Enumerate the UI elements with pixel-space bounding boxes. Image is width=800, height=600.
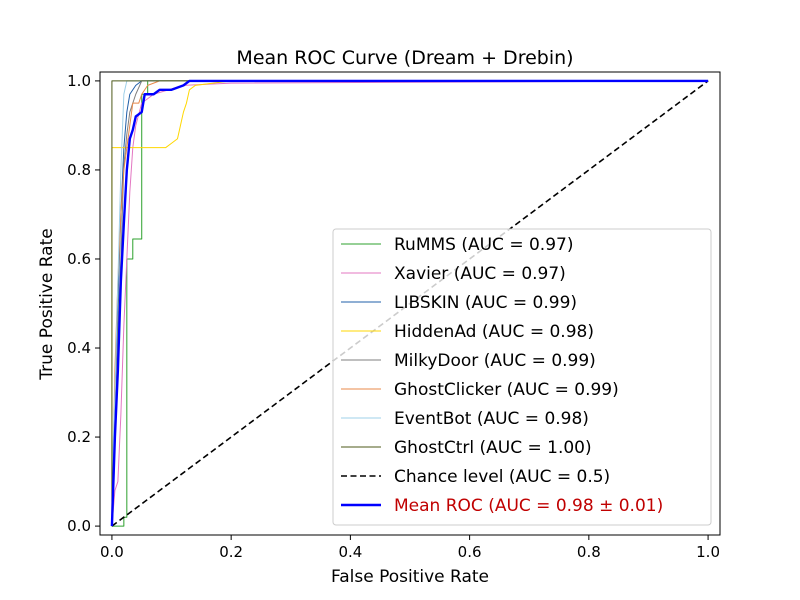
x-tick-label: 0.6 <box>458 543 482 561</box>
y-tick-label: 0.4 <box>67 339 91 357</box>
legend-entry-xavier: Xavier (AUC = 0.97) <box>394 264 566 284</box>
x-tick-label: 0.2 <box>219 543 243 561</box>
y-tick-label: 0.8 <box>67 161 91 179</box>
y-axis-ticks: 0.0 0.2 0.4 0.6 0.8 1.0 <box>67 72 100 535</box>
x-tick-label: 0.0 <box>100 543 124 561</box>
chart-title: Mean ROC Curve (Dream + Drebin) <box>236 47 573 69</box>
legend-entry-milkydoor: MilkyDoor (AUC = 0.99) <box>394 351 596 371</box>
legend: RuMMS (AUC = 0.97) Xavier (AUC = 0.97) LIB… <box>332 228 712 526</box>
legend-entry-libskin: LIBSKIN (AUC = 0.99) <box>394 293 577 313</box>
y-tick-label: 0.2 <box>67 428 91 446</box>
series-line-hiddenad <box>111 80 709 527</box>
x-tick-label: 0.8 <box>577 543 601 561</box>
series-line-rumms <box>111 80 709 527</box>
x-axis-label: False Positive Rate <box>331 567 489 587</box>
y-tick-label: 0.6 <box>67 250 91 268</box>
x-tick-label: 1.0 <box>696 543 720 561</box>
series-line-mean <box>110 79 709 527</box>
legend-entry-mean: Mean ROC (AUC = 0.98 ± 0.01) <box>394 496 663 516</box>
legend-entry-ghostctrl: GhostCtrl (AUC = 1.00) <box>394 438 592 458</box>
x-axis-ticks: 0.0 0.2 0.4 0.6 0.8 1.0 <box>100 535 720 561</box>
legend-entry-hiddenad: HiddenAd (AUC = 0.98) <box>394 322 594 342</box>
legend-entry-eventbot: EventBot (AUC = 0.98) <box>394 409 589 429</box>
y-tick-label: 1.0 <box>67 72 91 90</box>
x-tick-label: 0.4 <box>338 543 362 561</box>
axes-frame <box>99 71 721 536</box>
legend-box <box>332 228 712 526</box>
y-axis-label: True Positive Rate <box>37 228 57 380</box>
legend-entry-chance: Chance level (AUC = 0.5) <box>394 467 610 487</box>
y-tick-label: 0.0 <box>67 517 91 535</box>
legend-entry-rumms: RuMMS (AUC = 0.97) <box>394 235 573 255</box>
legend-entry-ghostclicker: GhostClicker (AUC = 0.99) <box>394 380 619 400</box>
